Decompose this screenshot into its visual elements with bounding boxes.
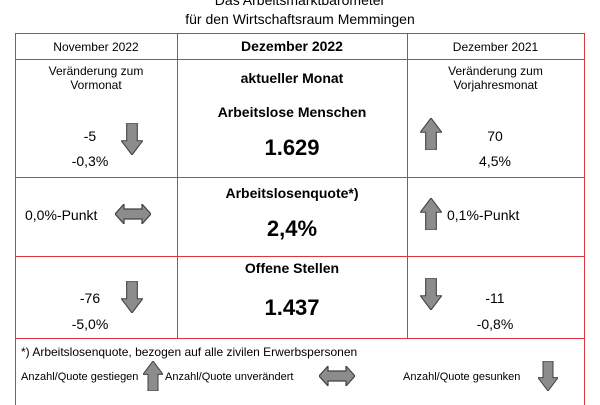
left-sub-line1: Veränderung zum (48, 64, 144, 78)
report-subtitle: für den Wirtschaftsraum Memmingen (185, 11, 415, 27)
right-sub-line2: Vorjahresmonat (453, 78, 538, 92)
left-sub-header: Veränderung zum Vormonat (15, 64, 177, 92)
grid-line (584, 33, 585, 405)
barometer-table: November 2022 Dezember 2022 Dezember 202… (15, 33, 585, 405)
vacancies-right-abs: -11 (485, 290, 505, 306)
right-sub-header: Veränderung zum Vorjahresmonat (407, 64, 584, 92)
value-rate: 2,4% (266, 216, 318, 241)
vacancies-left-pct: -5,0% (71, 316, 109, 332)
report-title: Das Arbeitsmarktbarometer (214, 0, 386, 8)
vacancies-right-pct: -0,8% (476, 316, 514, 332)
legend-arrow-up-icon (143, 361, 163, 391)
row-label-unemployed: Arbeitslose Menschen (217, 104, 367, 120)
row-label-vacancies: Offene Stellen (244, 260, 340, 276)
legend-arrow-left-right-icon (319, 366, 355, 386)
arrow-up-icon (420, 118, 442, 150)
arrow-left-right-icon (115, 204, 151, 224)
current-month-header: Dezember 2022 (241, 38, 343, 54)
arrow-down-icon (420, 278, 442, 310)
left-month-header: November 2022 (53, 40, 139, 54)
value-unemployed: 1.629 (264, 135, 320, 160)
arrow-up-icon (420, 198, 442, 230)
grid-line (177, 33, 178, 338)
current-sub-header: aktueller Monat (240, 70, 344, 86)
right-month-header: Dezember 2021 (452, 40, 539, 54)
footnote: *) Arbeitslosenquote, bezogen auf alle z… (21, 345, 358, 359)
unemployed-left-pct: -0,3% (71, 153, 109, 169)
arrow-down-icon (121, 123, 143, 155)
grid-line (15, 33, 585, 34)
vacancies-left-abs: -76 (79, 290, 101, 306)
rate-left-change: 0,0%-Punkt (25, 207, 98, 223)
legend-same-label: Anzahl/Quote unverändert (165, 371, 294, 383)
legend-down-label: Anzahl/Quote gesunken (403, 371, 521, 383)
grid-line (15, 338, 585, 339)
right-sub-line1: Veränderung zum (448, 64, 543, 78)
legend-up-label: Anzahl/Quote gestiegen (21, 371, 139, 383)
grid-line (15, 33, 16, 405)
unemployed-right-abs: 70 (487, 128, 503, 144)
rate-right-change: 0,1%-Punkt (447, 207, 520, 223)
left-sub-line2: Vormonat (70, 78, 122, 92)
grid-line (15, 59, 585, 60)
legend-arrow-down-icon (538, 361, 558, 391)
arrow-down-icon (121, 281, 143, 313)
row-label-rate: Arbeitslosenquote*) (225, 185, 359, 201)
unemployed-left-abs: -5 (83, 128, 97, 144)
unemployed-right-pct: 4,5% (479, 153, 511, 169)
value-vacancies: 1.437 (264, 295, 320, 320)
grid-line (15, 177, 585, 178)
grid-line (15, 256, 585, 257)
grid-line (407, 33, 408, 338)
